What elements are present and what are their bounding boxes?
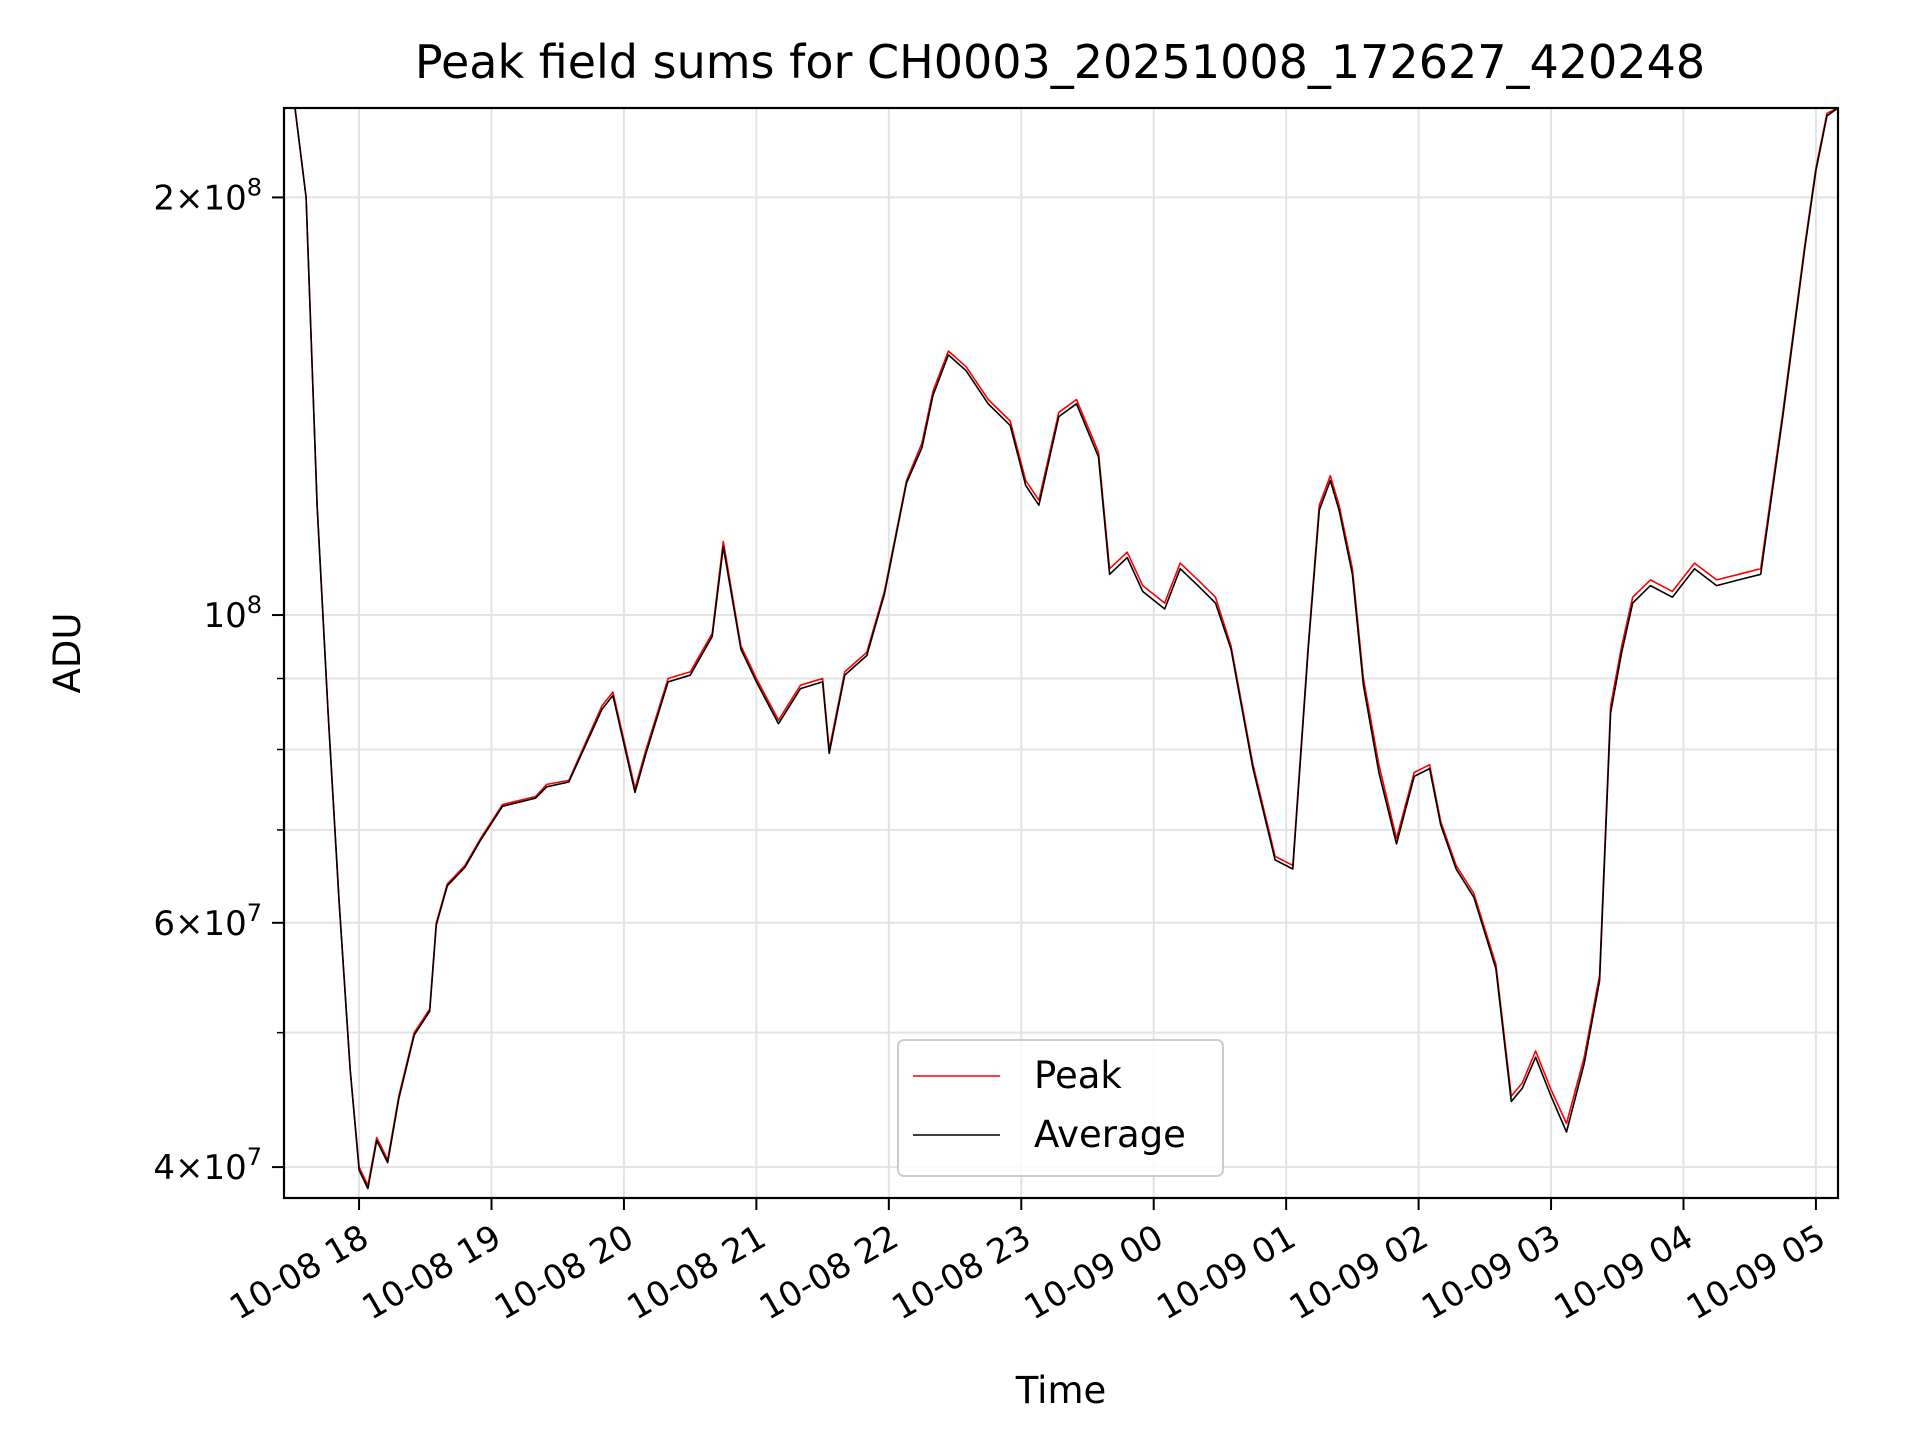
x-tick-label: 10-08 19 (356, 1217, 508, 1328)
x-tick-label: 10-08 21 (620, 1217, 772, 1328)
x-tick-label: 10-09 05 (1680, 1217, 1832, 1328)
x-tick-label: 10-08 23 (885, 1217, 1037, 1328)
series-line-peak (284, 107, 1839, 1187)
y-tick-label: 6×107 (153, 899, 262, 944)
legend: Peak Average (897, 1039, 1224, 1177)
grid (284, 108, 1838, 1198)
series-line-average (284, 107, 1839, 1190)
plot-frame (282, 106, 1840, 1200)
series-lines (284, 107, 1839, 1190)
x-tick-label: 10-08 18 (223, 1217, 375, 1328)
legend-label-peak: Peak (1034, 1054, 1122, 1097)
y-axis: 4×107 6×107 108 2×108 (153, 173, 284, 1188)
chart-title: Peak field sums for CH0003_20251008_1726… (415, 35, 1705, 89)
legend-box (897, 1039, 1224, 1177)
x-tick-label: 10-09 01 (1150, 1217, 1302, 1328)
y-tick-label: 2×108 (153, 173, 262, 218)
y-tick-label: 108 (203, 591, 262, 636)
legend-label-average: Average (1034, 1113, 1186, 1156)
x-tick-label: 10-09 03 (1415, 1217, 1567, 1328)
x-tick-label: 10-09 04 (1548, 1217, 1700, 1328)
x-tick-label: 10-08 20 (488, 1217, 640, 1328)
y-tick-label: 4×107 (153, 1143, 262, 1188)
x-tick-label: 10-08 22 (753, 1217, 905, 1328)
y-axis-label: ADU (46, 613, 89, 694)
x-tick-label: 10-09 02 (1283, 1217, 1435, 1328)
x-tick-label: 10-09 00 (1018, 1217, 1170, 1328)
x-axis-label: Time (1015, 1369, 1107, 1412)
